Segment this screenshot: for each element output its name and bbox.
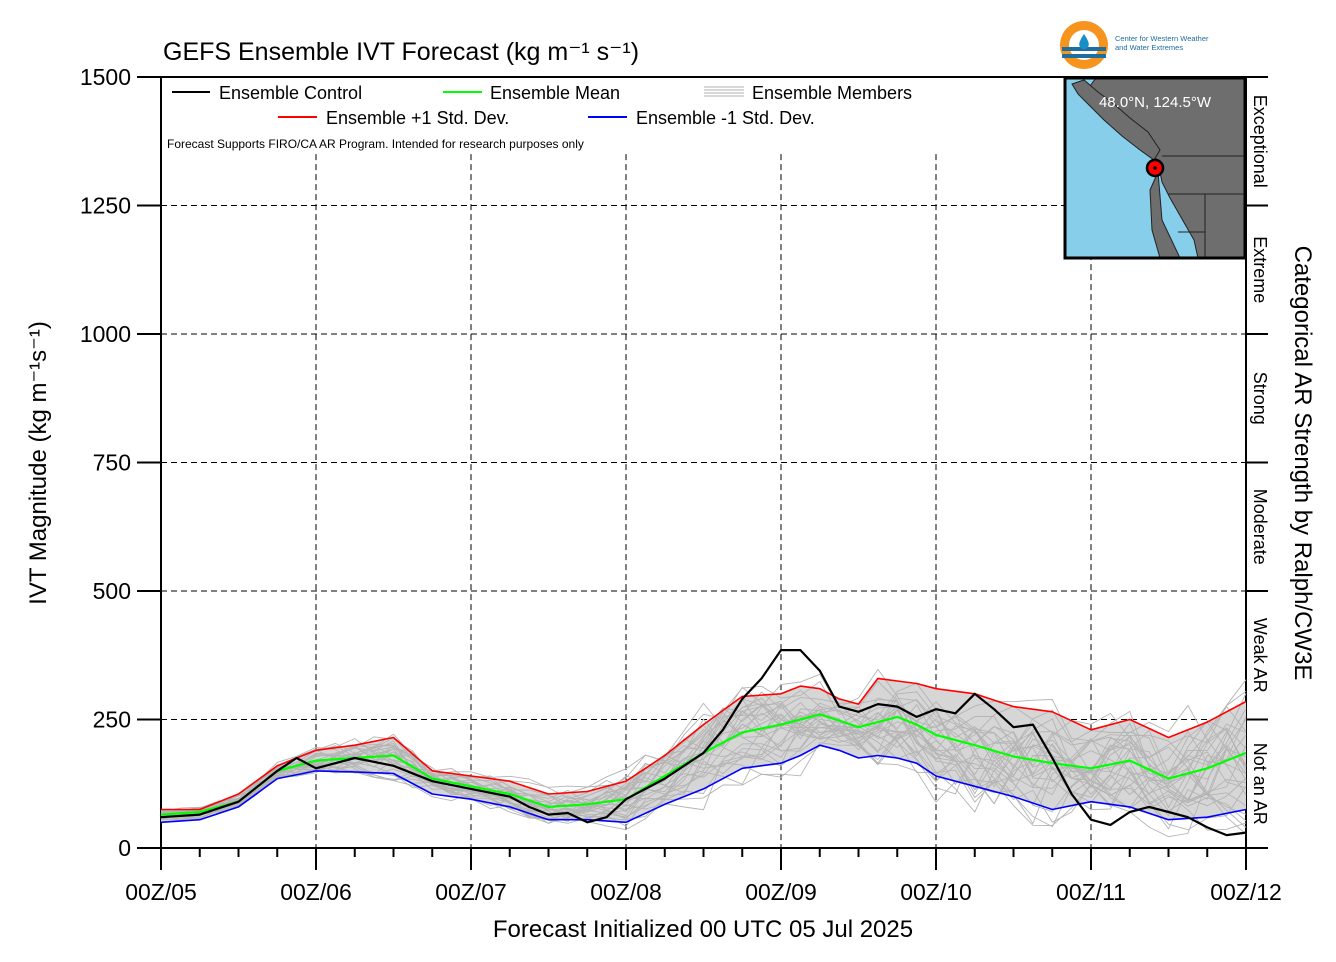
x-tick-label: 00Z/11: [1056, 879, 1126, 905]
logo-text-line1: Center for Western Weather: [1115, 34, 1209, 43]
ensemble-member-line: [160, 697, 1247, 830]
ensemble-1-std-dev--line: [160, 744, 1247, 824]
y-tick-label: 750: [93, 450, 131, 476]
ensemble-1-std-dev--line: [161, 677, 1247, 811]
x-tick-label: 00Z/10: [900, 879, 972, 905]
x-tick-label: 00Z/08: [590, 879, 662, 905]
ensemble-member-line: [160, 704, 1247, 816]
y-tick-label: 1250: [80, 193, 131, 219]
ensemble-member-line: [160, 689, 1247, 818]
ensemble-member-line: [160, 702, 1247, 825]
x-tick-label: 00Z/09: [745, 879, 817, 905]
category-label: Moderate: [1250, 489, 1270, 565]
ensemble-mean-line: [160, 713, 1247, 816]
legend-members-label: Ensemble Members: [752, 83, 912, 103]
y-tick-label: 500: [93, 578, 131, 604]
inset-map: 48.0°N, 124.5°W: [1063, 76, 1247, 260]
research-note: Forecast Supports FIRO/CA AR Program. In…: [167, 137, 584, 151]
category-label: Strong: [1250, 372, 1270, 425]
y-axis-label: IVT Magnitude (kg m⁻¹s⁻¹): [25, 321, 52, 605]
y-tick-label: 250: [93, 707, 131, 733]
y-tick-label: 0: [118, 835, 131, 861]
ensemble-member-line: [160, 682, 1247, 818]
cw3e-logo: Center for Western Weather and Water Ext…: [1060, 21, 1209, 69]
vancouver-island: [1071, 79, 1161, 161]
chart-title: GEFS Ensemble IVT Forecast (kg m⁻¹ s⁻¹): [163, 38, 639, 66]
x-tick-label: 00Z/06: [280, 879, 352, 905]
y-tick-label: 1500: [80, 64, 131, 90]
category-label: Weak AR: [1250, 618, 1270, 693]
series-lines: [160, 649, 1247, 837]
x-tick-label: 00Z/05: [125, 879, 197, 905]
category-label: Not an AR: [1250, 743, 1270, 825]
legend-control-label: Ensemble Control: [219, 83, 362, 103]
legend-mean-label: Ensemble Mean: [490, 83, 620, 103]
ensemble-member-line: [160, 711, 1247, 820]
legend-plus-std-label: Ensemble +1 Std. Dev.: [326, 108, 509, 128]
x-tick-label: 00Z/07: [435, 879, 507, 905]
right-axis-label: Categorical AR Strength by Ralph/CW3E: [1289, 246, 1316, 681]
legend-minus-std-label: Ensemble -1 Std. Dev.: [636, 108, 815, 128]
x-axis-label: Forecast Initialized 00 UTC 05 Jul 2025: [493, 916, 913, 943]
axis-ticks: 0 250 500 750 1000 1250 1500 00Z/05 00Z/06 00Z/07…: [80, 64, 1282, 905]
legend: Ensemble Control Ensemble Mean Ensemble …: [167, 83, 912, 151]
ensemble-member-line: [160, 698, 1247, 819]
ensemble-member-line: [160, 705, 1247, 831]
ensemble-member-line: [160, 693, 1247, 838]
location-label: 48.0°N, 124.5°W: [1099, 94, 1212, 111]
ensemble-control-line: [160, 649, 1247, 837]
y-tick-label: 1000: [80, 321, 131, 347]
category-label: Exceptional: [1250, 95, 1270, 188]
std-dev-band: [161, 678, 1246, 823]
category-label: Extreme: [1250, 236, 1270, 303]
x-tick-label: 00Z/12: [1210, 879, 1282, 905]
logo-text-line2: and Water Extremes: [1115, 43, 1183, 52]
spread-band: [161, 678, 1246, 823]
